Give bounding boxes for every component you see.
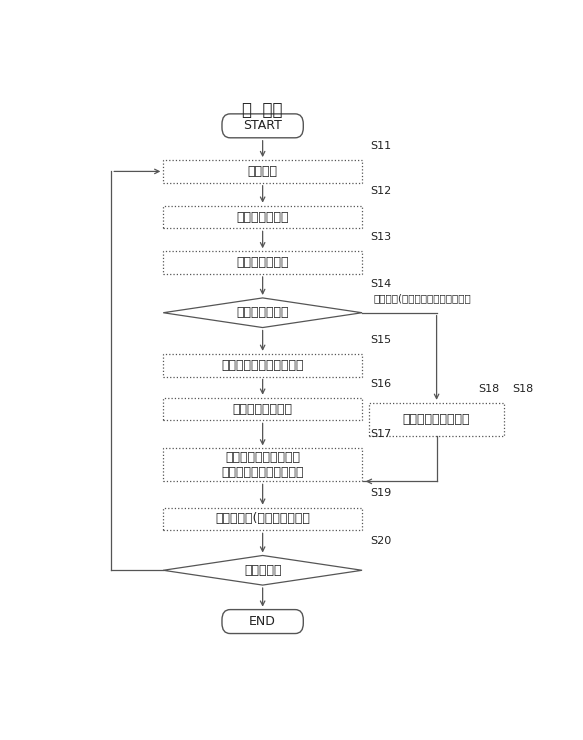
Text: S12: S12 — [370, 186, 391, 197]
Bar — [163, 354, 362, 377]
Text: S16: S16 — [370, 379, 391, 388]
Text: S11: S11 — [370, 141, 391, 151]
Text: S17: S17 — [370, 429, 391, 440]
Text: 計算可否の判定: 計算可否の判定 — [236, 306, 289, 319]
Text: START: START — [243, 119, 282, 132]
FancyBboxPatch shape — [222, 610, 303, 633]
Text: 結果の出力(記録、表示等）: 結果の出力(記録、表示等） — [215, 513, 310, 525]
Bar — [163, 508, 362, 531]
Text: S14: S14 — [370, 279, 391, 289]
Text: END: END — [249, 615, 276, 628]
Bar — [369, 403, 504, 436]
Bar — [163, 206, 362, 229]
Polygon shape — [163, 556, 362, 585]
Text: S13: S13 — [370, 232, 391, 242]
Text: S18: S18 — [512, 383, 534, 394]
Text: 計算不可(潮流反転の発生）の場合: 計算不可(潮流反転の発生）の場合 — [373, 294, 471, 303]
Text: S18: S18 — [479, 384, 500, 394]
Polygon shape — [163, 298, 362, 328]
Text: 時刻更新: 時刻更新 — [248, 165, 278, 178]
Text: 線路インピーダンス、
電圧降下、相差角の計算: 線路インピーダンス、 電圧降下、相差角の計算 — [222, 451, 304, 479]
Text: 図  １２: 図 １２ — [243, 101, 283, 119]
Text: 計測信号の入力: 計測信号の入力 — [236, 210, 289, 223]
Text: 次の時刻？: 次の時刻？ — [244, 564, 282, 576]
Text: 電圧降下式の連立: 電圧降下式の連立 — [233, 403, 293, 416]
Bar — [163, 397, 362, 420]
Bar — [163, 160, 362, 183]
Text: S15: S15 — [370, 334, 391, 345]
Text: 潮流反転の検出: 潮流反転の検出 — [236, 256, 289, 269]
FancyBboxPatch shape — [222, 114, 303, 138]
Text: S19: S19 — [370, 488, 391, 499]
Bar — [163, 251, 362, 274]
Text: 複数時刻計測信号の準備: 複数時刻計測信号の準備 — [222, 359, 304, 371]
Text: 計算値の補間・外挿: 計算値の補間・外挿 — [403, 413, 470, 425]
Text: S20: S20 — [370, 536, 391, 546]
Bar — [163, 448, 362, 482]
